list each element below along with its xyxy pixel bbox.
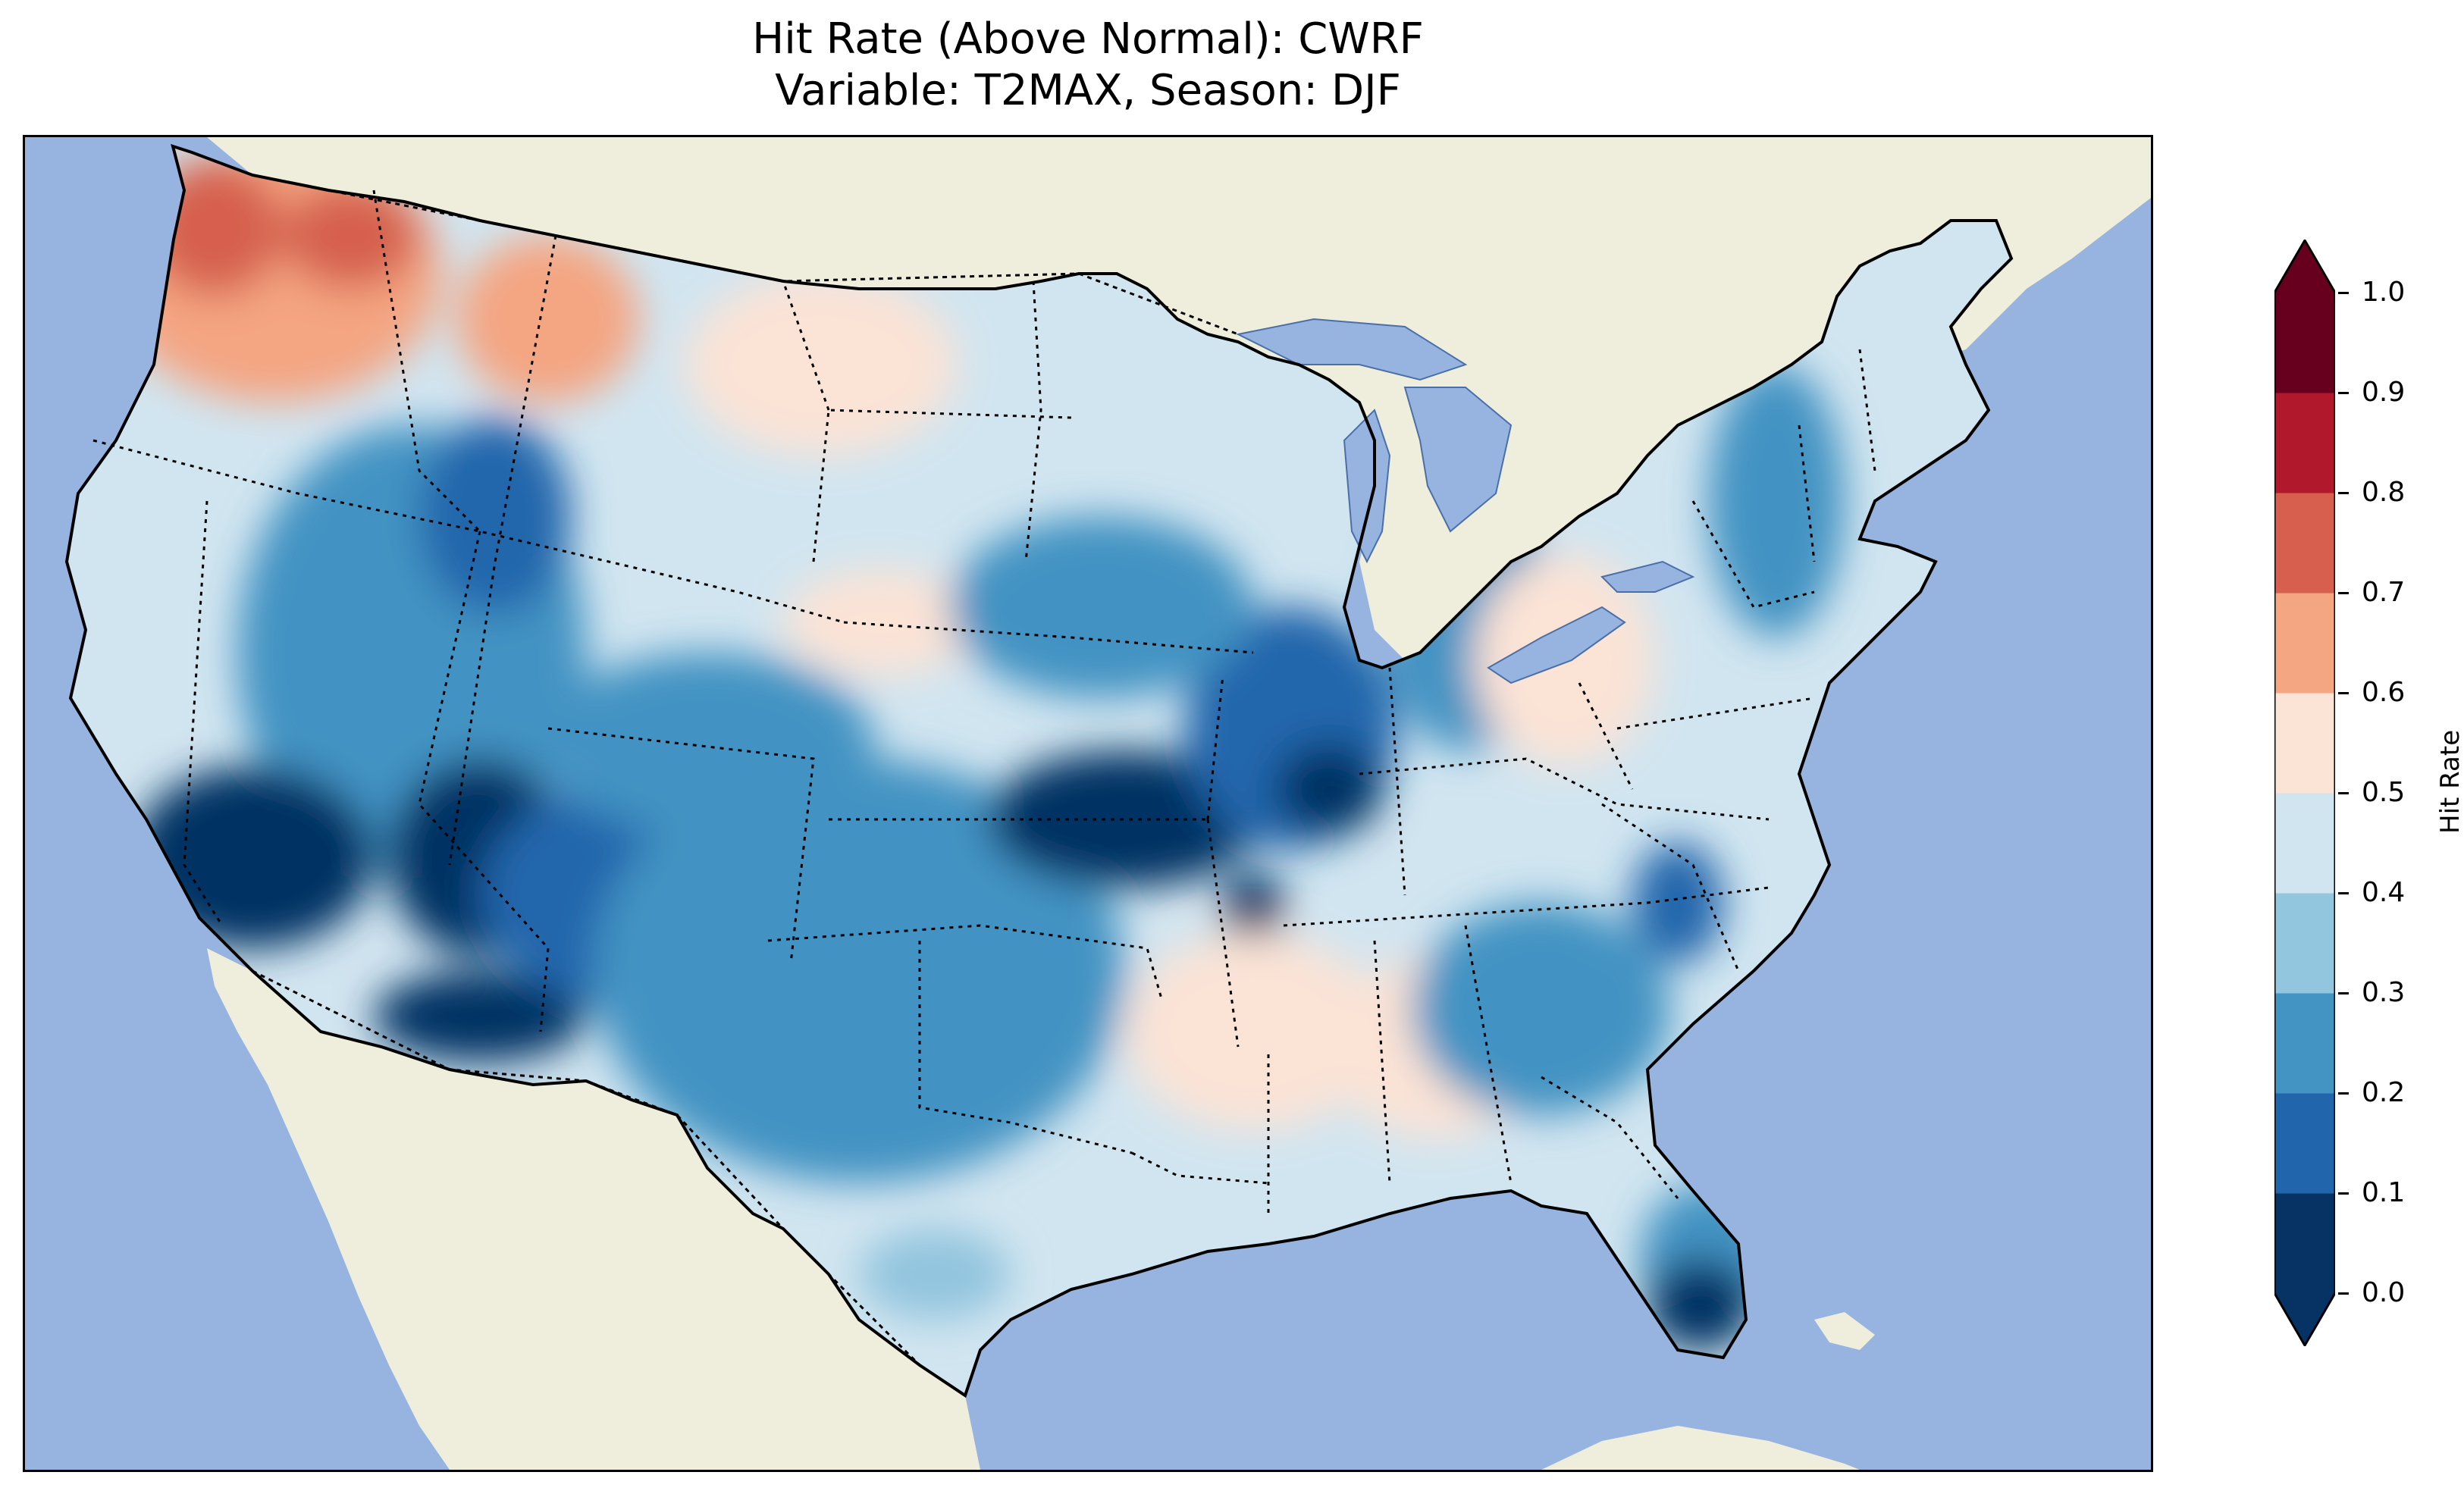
colorbar-tick-mark [2338, 692, 2349, 694]
great-lakes [1235, 318, 1695, 684]
caribbean-landmass [1541, 1426, 1860, 1470]
colorbar-tick-mark [2338, 392, 2349, 394]
colorbar-tick-label: 0.0 [2362, 1277, 2406, 1308]
mexico-landmass [207, 948, 980, 1470]
colorbar-tick-mark [2338, 992, 2349, 994]
title-line-2: Variable: T2MAX, Season: DJF [775, 66, 1401, 115]
us-canada-border [252, 174, 1239, 336]
colorbar-axis-label: Hit Rate [2435, 729, 2464, 834]
colorbar-tick-mark [2338, 592, 2349, 594]
colorbar-tick-mark [2338, 292, 2349, 294]
colorbar-segment [2274, 1093, 2335, 1194]
colorbar-tick-mark [2338, 492, 2349, 494]
figure-title: Hit Rate (Above Normal): CWRF Variable: … [23, 14, 2153, 117]
colorbar-tick-label: 0.3 [2362, 977, 2406, 1008]
colorbar-segment [2274, 593, 2335, 694]
colorbar-tick-label: 0.4 [2362, 877, 2406, 908]
colorbar-tick-mark [2338, 792, 2349, 794]
colorbar-segment [2274, 293, 2335, 393]
colorbar-tick-mark [2338, 1092, 2349, 1095]
colorbar-tick-mark [2338, 1292, 2349, 1295]
colorbar-svg [2273, 238, 2337, 1348]
colorbar-tick-label: 0.2 [2362, 1077, 2406, 1108]
canada-landmass [207, 137, 2151, 668]
colorbar-tick-label: 0.1 [2362, 1177, 2406, 1208]
map-canvas [25, 137, 2151, 1470]
title-line-1: Hit Rate (Above Normal): CWRF [752, 14, 1424, 64]
colorbar-segment [2274, 893, 2335, 994]
colorbar-tick-label: 0.9 [2362, 377, 2406, 408]
state-borders [92, 189, 1876, 1214]
colorbar-segment [2274, 1193, 2335, 1294]
colorbar-segment [2274, 493, 2335, 594]
colorbar-segment [2274, 693, 2335, 794]
colorbar-extend-max [2274, 240, 2335, 293]
us-mexico-border [252, 969, 921, 1367]
colorbar-tick-mark [2338, 892, 2349, 894]
colorbar-extend-min [2274, 1293, 2335, 1346]
colorbar-tick-label: 1.0 [2362, 277, 2406, 308]
colorbar-tick-label: 0.6 [2362, 677, 2406, 708]
map-panel [23, 135, 2153, 1472]
colorbar-segment [2274, 993, 2335, 1094]
colorbar-tick-mark [2338, 1192, 2349, 1195]
colorbar-tick-label: 0.8 [2362, 477, 2406, 508]
colorbar-segment [2274, 793, 2335, 894]
colorbar [2273, 238, 2337, 1348]
colorbar-tick-label: 0.7 [2362, 577, 2406, 608]
island-landmass [1814, 1312, 1875, 1350]
colorbar-tick-label: 0.5 [2362, 777, 2406, 808]
colorbar-segment [2274, 393, 2335, 493]
